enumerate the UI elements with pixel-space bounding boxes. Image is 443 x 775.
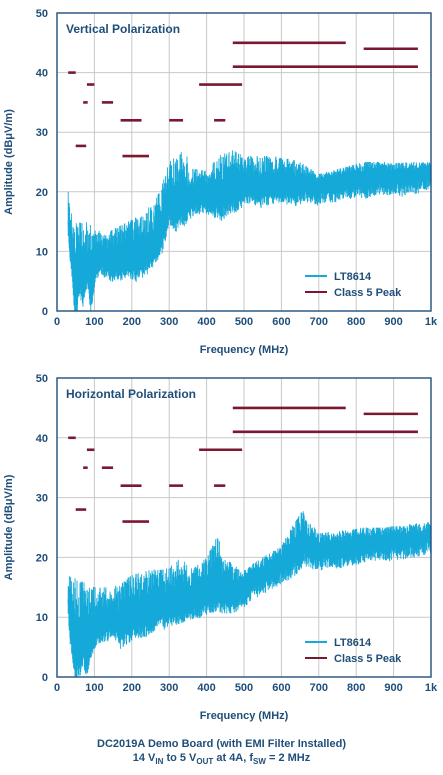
caption-vin-sub: IN [155,757,164,767]
panel-annotation: Horizontal Polarization [66,387,196,401]
x-tick-label: 700 [310,316,328,328]
plot-frame [56,12,432,312]
x-tick-label: 200 [123,316,141,328]
series-lt8614-mean [67,532,432,672]
y-tick-label: 50 [36,8,48,20]
x-tick-label: 800 [347,316,365,328]
y-tick-label: 10 [36,612,48,624]
caption-vout-sub: OUT [196,757,214,767]
x-tick-label: 1k [425,316,438,328]
x-tick-label: 200 [123,682,141,694]
caption-line-1: DC2019A Demo Board (with EMI Filter Inst… [97,738,346,750]
y-axis-title: Amplitude (dBμV/m) [3,109,15,215]
y-axis-title-part: μ [3,498,15,505]
chart-panel-2: 0 100 200 300 400 500 600 700 800 900 1k 0 10 20 30 40 5… [3,373,438,722]
y-axis-title-part: Amplitude (dB [3,140,15,215]
series-lt8614-mean [67,167,432,306]
legend-label-lt8614: LT8614 [334,271,372,283]
legend-label-lt8614: LT8614 [334,637,372,649]
x-tick-label: 100 [85,682,103,694]
y-tick-label: 0 [42,306,48,318]
y-tick-label: 30 [36,493,48,505]
panel-annotation: Vertical Polarization [66,22,180,36]
caption-fsw-prefix: at 4A, f [213,752,254,764]
x-tick-label: 500 [235,682,253,694]
x-tick-label: 900 [384,316,402,328]
y-axis-title-part: V/m) [3,474,15,498]
caption-fsw-sub: SW [253,757,266,767]
y-tick-label: 0 [42,672,48,684]
legend-label-class5: Class 5 Peak [334,287,402,299]
legend-label-class5: Class 5 Peak [334,653,402,665]
y-tick-label: 20 [36,187,48,199]
y-tick-label: 20 [36,552,48,564]
y-axis-title-part: V/m) [3,109,15,133]
caption-vin-prefix: 14 V [132,752,156,764]
x-tick-label: 600 [272,682,290,694]
x-tick-label: 600 [272,316,290,328]
y-tick-label: 10 [36,246,48,258]
y-axis-title-part: Amplitude (dB [3,505,15,580]
caption-line-2: 14 VIN to 5 VOUT at 4A, fSW = 2 MHz [0,752,443,766]
chart-panel-1: 0 100 200 300 400 500 600 700 800 900 1k 0 10 20 30 40 5… [3,8,438,356]
y-tick-label: 40 [36,68,48,80]
y-axis-title: Amplitude (dBμV/m) [3,474,15,580]
x-tick-label: 300 [160,682,178,694]
caption-fsw-value: = 2 MHz [265,752,311,764]
y-tick-label: 50 [36,373,48,385]
x-tick-label: 500 [235,316,253,328]
y-tick-label: 40 [36,433,48,445]
plot-frame [56,377,432,678]
x-tick-label: 1k [425,682,438,694]
x-tick-label: 900 [384,682,402,694]
y-axis-title-part: μ [3,133,15,140]
x-tick-label: 400 [197,316,215,328]
y-tick-label: 30 [36,127,48,139]
x-tick-label: 100 [85,316,103,328]
x-axis-title: Frequency (MHz) [200,344,289,356]
caption-vout-prefix: to 5 V [163,752,197,764]
x-tick-label: 800 [347,682,365,694]
x-axis-title: Frequency (MHz) [200,710,289,722]
x-tick-label: 0 [54,316,60,328]
x-tick-label: 0 [54,682,60,694]
x-tick-label: 400 [197,682,215,694]
x-tick-label: 700 [310,682,328,694]
x-tick-label: 300 [160,316,178,328]
